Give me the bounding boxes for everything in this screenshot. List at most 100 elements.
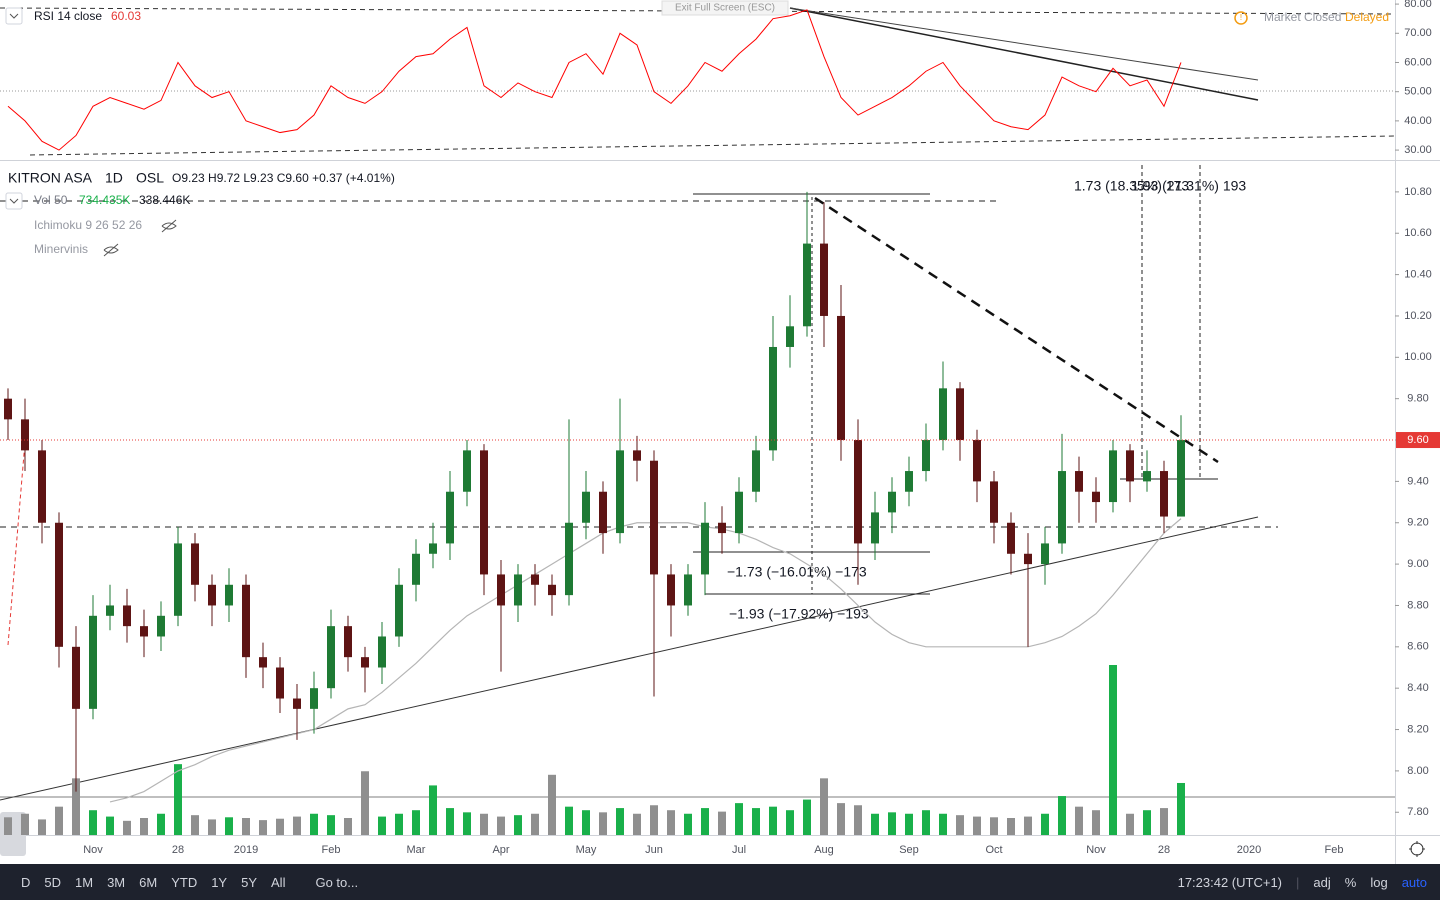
candle-body: [990, 481, 998, 523]
volume-bar: [89, 810, 97, 835]
candle-body: [72, 646, 80, 709]
rsi-title: RSI 14 close: [34, 9, 102, 23]
candle-body: [344, 626, 352, 658]
last-price-label: 9.60: [1407, 434, 1428, 446]
y-tick-label: 8.00: [1407, 765, 1428, 777]
candle-body: [922, 440, 930, 472]
status-icon-mark: !: [1240, 13, 1242, 22]
toolbar-button[interactable]: D: [21, 874, 31, 890]
candle-body: [514, 574, 522, 606]
exit-full-screen-button[interactable]: [661, 0, 789, 16]
candle-body: [1109, 450, 1117, 503]
candle-body: [837, 315, 845, 441]
toolbar-button[interactable]: adj: [1313, 874, 1331, 890]
candle-body: [973, 440, 981, 482]
chevron-icon: [9, 198, 19, 204]
settings-icon[interactable]: [1409, 841, 1425, 857]
toolbar-button[interactable]: All: [271, 874, 286, 890]
candle-body: [1007, 522, 1015, 554]
x-tick-label: Mar: [407, 844, 426, 856]
collapse-button[interactable]: [5, 7, 23, 25]
candle-body: [191, 543, 199, 585]
hidden-icon[interactable]: [161, 219, 177, 233]
volume-bar: [242, 818, 250, 835]
volume-bar: [395, 813, 403, 835]
volume-last: 734.435K: [79, 193, 130, 207]
rsi-last-value: 60.03: [111, 9, 141, 23]
volume-bar: [650, 805, 658, 835]
candle-body: [480, 450, 488, 575]
volume-bar: [344, 818, 352, 835]
candle-body: [599, 491, 607, 534]
volume-bar: [140, 818, 148, 835]
volume-bar: [803, 799, 811, 835]
toolbar-button[interactable]: 6M: [139, 874, 158, 890]
volume-bar: [616, 808, 624, 835]
volume-bar: [1092, 810, 1100, 835]
y-tick-label: 8.20: [1407, 723, 1428, 735]
volume-name: Vol 50: [34, 193, 68, 207]
x-tick-label: Jul: [732, 844, 746, 856]
candle-body: [633, 450, 641, 461]
toolbar-button[interactable]: log: [1370, 874, 1388, 890]
indicator-name: Minervinis: [34, 242, 88, 256]
volume-bar: [1075, 806, 1083, 835]
x-tick-label: Feb: [322, 844, 341, 856]
goto-button[interactable]: Go to...: [315, 874, 359, 890]
y-tick-label: 9.20: [1407, 517, 1428, 529]
candle-body: [735, 491, 743, 534]
toolbar-button[interactable]: 1Y: [211, 874, 228, 890]
clock: 17:23:42 (UTC+1): [1177, 874, 1283, 890]
volume-bar: [820, 778, 828, 835]
candle-body: [1143, 471, 1151, 482]
hidden-icon[interactable]: [103, 243, 119, 257]
volume-bar: [548, 774, 556, 835]
toolbar-button[interactable]: auto: [1401, 874, 1427, 890]
candle-body: [310, 688, 318, 709]
rsi-dashed-line: [29, 135, 1396, 156]
volume-bar: [123, 820, 131, 835]
volume-bar: [905, 813, 913, 835]
y-tick-label: 80.00: [1404, 0, 1432, 10]
volume-bar: [174, 764, 182, 835]
volume-bar: [157, 813, 165, 835]
candle-body: [582, 491, 590, 523]
measure-label: −1.73 (−16.01%) −173: [727, 564, 867, 580]
toolbar-button[interactable]: 5D: [44, 874, 62, 890]
y-tick-label: 9.40: [1407, 475, 1428, 487]
candle-body: [225, 584, 233, 606]
volume-bar: [514, 815, 522, 835]
x-tick-label: 28: [1158, 844, 1170, 856]
candle-body: [242, 584, 250, 658]
volume-bar: [72, 778, 80, 835]
candle-body: [463, 450, 471, 492]
candle-body: [752, 450, 760, 492]
volume-bar: [939, 813, 947, 835]
toolbar-button[interactable]: 1M: [75, 874, 94, 890]
x-tick-label: 2020: [1237, 844, 1261, 856]
x-tick-label: 2019: [234, 844, 258, 856]
background: [0, 0, 1440, 864]
volume-bar: [769, 806, 777, 835]
volume-bar: [565, 806, 573, 835]
toolbar-button[interactable]: 5Y: [241, 874, 258, 890]
collapse-button[interactable]: [5, 192, 23, 210]
volume-bar: [38, 819, 46, 835]
toolbar-button[interactable]: 3M: [107, 874, 126, 890]
candle-body: [905, 471, 913, 492]
chart: RSI 14 close 60.03 KITRON ASA 1D OSL O9.…: [0, 0, 1440, 864]
market-status: Market Closed: [1264, 10, 1341, 24]
resistance-trendline: [814, 196, 1219, 464]
candle-body: [718, 522, 726, 534]
volume-bar: [276, 818, 284, 835]
toolbar-button[interactable]: YTD: [171, 874, 198, 890]
toolbar-button[interactable]: %: [1344, 874, 1357, 890]
candle-body: [650, 460, 658, 575]
candle-body: [123, 605, 131, 627]
volume-bar: [871, 813, 879, 835]
chart-options: 17:23:42 (UTC+1) | adj% log auto: [1171, 875, 1440, 890]
y-tick-label: 50.00: [1404, 86, 1432, 98]
x-tick-label: May: [576, 844, 597, 856]
volume-bar: [327, 815, 335, 835]
candle-body: [378, 636, 386, 668]
